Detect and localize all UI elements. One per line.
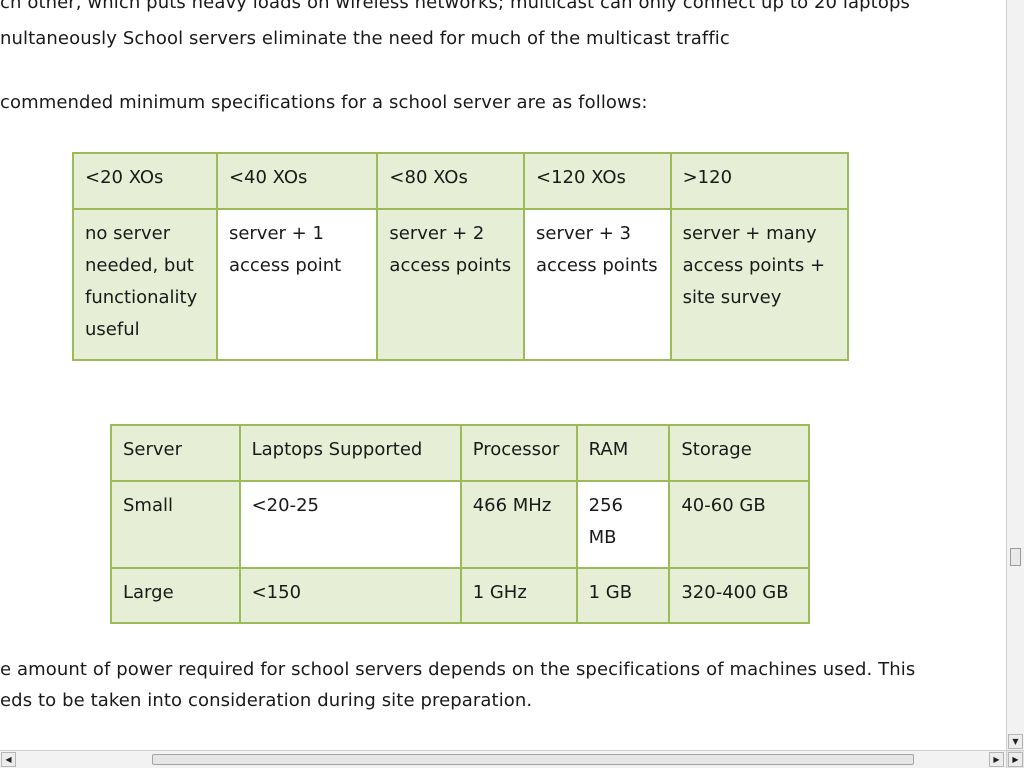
table-cell: 40-60 GB — [668, 480, 810, 569]
table-cell: server + 1 access point — [215, 208, 379, 361]
table-cell: 320-400 GB — [668, 567, 810, 624]
table-header-cell: Processor — [459, 424, 578, 482]
table-cell: Large — [110, 567, 241, 624]
table-header-cell: <80 XOs — [376, 152, 525, 210]
table-header-cell: <120 XOs — [523, 152, 672, 210]
table-row: no server needed, but functionality usef… — [72, 208, 850, 361]
table-header-cell: <20 XOs — [72, 152, 218, 210]
xo-count-table: <20 XOs <40 XOs <80 XOs <120 XOs >120 no… — [72, 152, 850, 361]
paragraph-line: ch other, which puts heavy loads on wire… — [0, 0, 910, 13]
paragraph-line: nultaneously School servers eliminate th… — [0, 28, 730, 49]
document-page: ch other, which puts heavy loads on wire… — [0, 0, 916, 711]
table-cell: server + many access points + site surve… — [669, 208, 850, 361]
table-header-cell: >120 — [669, 152, 850, 210]
table-cell: 256 MB — [575, 480, 671, 569]
table-cell: server + 2 access points — [376, 208, 525, 361]
table-cell: <20-25 — [238, 480, 462, 569]
table-header-row: Server Laptops Supported Processor RAM S… — [110, 424, 810, 482]
table-header-cell: RAM — [575, 424, 671, 482]
table-cell: no server needed, but functionality usef… — [72, 208, 218, 361]
table-cell: <150 — [238, 567, 462, 624]
table-row: Small <20-25 466 MHz 256 MB 40-60 GB — [110, 480, 810, 569]
table-header-cell: Storage — [668, 424, 810, 482]
scroll-right-end-button[interactable]: ▶ — [1008, 752, 1023, 767]
table-cell: 1 GHz — [459, 567, 578, 624]
table-header-cell: <40 XOs — [215, 152, 379, 210]
server-spec-table: Server Laptops Supported Processor RAM S… — [110, 424, 810, 624]
table-cell: 466 MHz — [459, 480, 578, 569]
scroll-right-button[interactable]: ▶ — [989, 752, 1004, 767]
table-header-cell: Laptops Supported — [238, 424, 462, 482]
scroll-left-button[interactable]: ◀ — [1, 752, 16, 767]
table-header-row: <20 XOs <40 XOs <80 XOs <120 XOs >120 — [72, 152, 850, 210]
paragraph-line: e amount of power required for school se… — [0, 659, 916, 680]
table-cell: 1 GB — [575, 567, 671, 624]
horizontal-scrollbar[interactable]: ◀ ▶ — [0, 750, 1006, 768]
horizontal-scroll-thumb[interactable] — [152, 754, 914, 765]
paragraph-line: eds to be taken into consideration durin… — [0, 690, 533, 711]
table-cell: Small — [110, 480, 241, 569]
vertical-scroll-thumb[interactable] — [1010, 548, 1021, 566]
scrollbar-corner: ▶ — [1006, 750, 1024, 768]
vertical-scrollbar[interactable]: ▼ — [1006, 0, 1024, 750]
scroll-down-button[interactable]: ▼ — [1008, 734, 1023, 749]
table-row: Large <150 1 GHz 1 GB 320-400 GB — [110, 567, 810, 624]
table-header-cell: Server — [110, 424, 241, 482]
paragraph-line: commended minimum specifications for a s… — [0, 92, 648, 113]
table-cell: server + 3 access points — [523, 208, 672, 361]
